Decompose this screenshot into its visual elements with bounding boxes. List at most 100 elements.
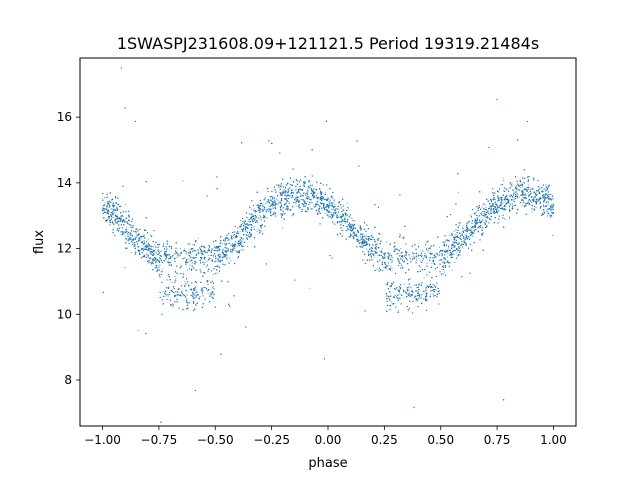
data-point: [500, 184, 502, 186]
data-point: [482, 208, 484, 210]
data-point: [220, 253, 222, 255]
data-point: [418, 291, 420, 293]
data-point: [354, 220, 356, 222]
data-point: [365, 235, 367, 237]
data-point: [111, 216, 113, 218]
data-point: [189, 265, 191, 267]
data-point: [518, 196, 520, 198]
data-point: [535, 207, 537, 209]
data-point: [342, 230, 344, 232]
data-point: [438, 246, 440, 248]
data-point: [392, 259, 394, 261]
data-point: [226, 234, 228, 236]
data-point: [446, 256, 448, 258]
data-point: [523, 194, 525, 196]
data-point: [531, 211, 533, 213]
data-point: [385, 241, 387, 243]
data-point: [149, 234, 151, 236]
data-point: [543, 209, 545, 211]
data-point: [186, 269, 188, 271]
data-point: [549, 206, 551, 208]
data-point: [338, 216, 340, 218]
data-point: [274, 211, 276, 213]
data-point: [449, 249, 451, 251]
data-point: [335, 206, 337, 208]
data-point: [116, 229, 118, 231]
data-point: [239, 219, 241, 221]
data-point: [413, 255, 415, 257]
data-point: [406, 295, 408, 297]
data-point: [486, 217, 488, 219]
data-point: [499, 197, 501, 199]
data-point: [389, 296, 391, 298]
data-point: [443, 272, 445, 274]
data-point: [346, 221, 348, 223]
data-point: [113, 216, 115, 218]
data-point: [311, 208, 313, 210]
data-point: [199, 295, 201, 297]
data-point: [281, 209, 283, 211]
data-point: [300, 199, 302, 201]
data-point: [139, 234, 141, 236]
data-point: [390, 301, 392, 303]
data-point: [138, 329, 140, 331]
data-point: [522, 194, 524, 196]
data-point: [125, 235, 127, 237]
data-point: [152, 263, 154, 265]
data-point: [334, 203, 336, 205]
data-point: [265, 202, 267, 204]
data-point: [453, 230, 455, 232]
data-point: [417, 254, 419, 256]
data-point: [175, 249, 177, 251]
data-point: [409, 294, 411, 296]
data-point: [541, 197, 543, 199]
data-point: [108, 200, 110, 202]
data-point: [460, 222, 462, 224]
data-point: [421, 260, 423, 262]
data-point: [217, 272, 219, 274]
data-point: [517, 189, 519, 191]
data-point: [389, 253, 391, 255]
data-point: [299, 193, 301, 195]
data-point: [513, 198, 515, 200]
data-point: [492, 205, 494, 207]
data-point: [400, 247, 402, 249]
data-point: [119, 234, 121, 236]
data-point: [256, 230, 258, 232]
data-point: [413, 285, 415, 287]
data-point: [477, 217, 479, 219]
data-point: [255, 216, 257, 218]
data-point: [282, 227, 284, 229]
data-point: [525, 194, 527, 196]
data-point: [400, 252, 402, 254]
data-point: [394, 294, 396, 296]
data-point: [371, 252, 373, 254]
data-point: [498, 205, 500, 207]
data-point: [111, 204, 113, 206]
data-point: [552, 235, 554, 237]
data-point: [350, 228, 352, 230]
data-point: [214, 260, 216, 262]
data-point: [104, 210, 105, 212]
data-point: [544, 194, 546, 196]
data-point: [551, 215, 553, 217]
data-point: [531, 202, 533, 204]
data-point: [376, 238, 378, 240]
data-point: [114, 218, 116, 220]
data-point: [208, 255, 210, 257]
data-point: [548, 197, 550, 199]
data-point: [334, 200, 336, 202]
data-point: [423, 277, 425, 279]
data-point: [174, 276, 176, 278]
data-point: [154, 244, 156, 246]
data-point: [374, 253, 376, 255]
data-point: [296, 199, 298, 201]
data-point: [410, 287, 412, 289]
data-point: [205, 266, 207, 268]
data-point: [389, 257, 391, 259]
data-point: [239, 241, 241, 243]
data-point: [469, 233, 471, 235]
data-point: [217, 259, 219, 261]
data-point: [458, 224, 460, 226]
scatter-points: [102, 67, 554, 423]
